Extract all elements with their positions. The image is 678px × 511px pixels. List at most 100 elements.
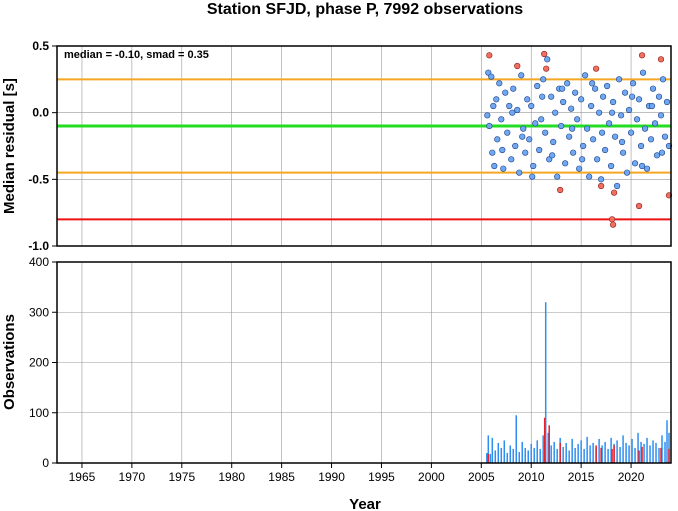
- scatter-point: [532, 120, 539, 127]
- scatter-point: [570, 149, 577, 156]
- scatter-point: [649, 85, 657, 92]
- scatter-point: [655, 93, 663, 100]
- bottom-y-tick-label: 200: [29, 356, 49, 370]
- scatter-point: [564, 80, 571, 87]
- x-tick-label: 2005: [468, 470, 495, 484]
- scatter-point: [542, 129, 549, 136]
- observation-bar: [553, 441, 555, 463]
- x-tick-label: 1985: [268, 470, 295, 484]
- observation-bar: [625, 442, 627, 463]
- bottom-y-tick-label: 0: [42, 456, 49, 470]
- scatter-point: [657, 112, 665, 119]
- scatter-point: [552, 109, 559, 116]
- scatter-point: [596, 109, 603, 116]
- scatter-point: [544, 56, 551, 63]
- scatter-point: [628, 93, 636, 100]
- bottom-bars: [486, 302, 670, 463]
- scatter-point: [540, 76, 547, 83]
- observation-bar: [500, 447, 503, 463]
- scatter-point: [584, 125, 591, 132]
- observation-bar: [616, 440, 618, 463]
- observation-bar: [640, 441, 642, 463]
- scatter-point: [579, 156, 586, 163]
- scatter-point: [524, 96, 531, 103]
- scatter-point: [613, 182, 621, 190]
- scatter-point: [651, 120, 659, 127]
- outlier-point: [541, 50, 548, 58]
- scatter-point: [598, 176, 605, 183]
- scatter-point: [560, 98, 567, 106]
- scatter-point: [599, 129, 606, 136]
- observation-bar: [533, 447, 535, 463]
- scatter-point: [648, 102, 656, 110]
- scatter-point: [611, 133, 619, 140]
- top-grid: [57, 45, 671, 247]
- scatter-point: [490, 102, 497, 110]
- observation-bar: [494, 450, 497, 463]
- scatter-point: [604, 82, 611, 90]
- observation-bar: [542, 435, 544, 463]
- observation-bar: [497, 442, 500, 463]
- scatter-point: [519, 133, 526, 140]
- scatter-point: [536, 146, 543, 154]
- scatter-point: [580, 142, 587, 150]
- bottom-y-ticks: 400 300 200 100 0: [29, 255, 57, 470]
- scatter-point: [600, 93, 607, 100]
- x-tick-label: 2010: [518, 470, 545, 484]
- observation-bar: [565, 442, 567, 463]
- outlier-point: [635, 202, 643, 210]
- scatter-point: [516, 169, 523, 176]
- scatter-point: [629, 80, 637, 87]
- outlier-point: [638, 52, 646, 59]
- top-y-axis-label: Median residual [s]: [1, 78, 18, 214]
- top-y-tick-label: 0.0: [32, 106, 49, 120]
- observation-bar: [568, 450, 570, 463]
- scatter-point: [566, 133, 573, 140]
- observation-bar: [518, 451, 520, 463]
- observation-bar: [509, 445, 512, 463]
- scatter-point: [498, 116, 505, 123]
- top-plot-frame: [56, 45, 672, 247]
- bottom-y-tick-label: 300: [29, 305, 49, 319]
- scatter-point: [578, 96, 585, 103]
- observation-bar: [550, 445, 552, 463]
- observation-bar: [610, 437, 612, 463]
- observation-bar: [619, 446, 621, 463]
- observation-bar: [521, 441, 523, 463]
- scatter-point: [609, 98, 617, 106]
- outlier-bar: [487, 453, 490, 463]
- observation-bar: [649, 445, 651, 463]
- scatter-point: [633, 116, 641, 123]
- observation-bar: [486, 452, 488, 463]
- scatter-point: [499, 146, 506, 154]
- scatter-point: [606, 120, 613, 127]
- outlier-point: [557, 186, 564, 194]
- observation-bar: [506, 452, 509, 463]
- scatter-point: [589, 80, 596, 87]
- outlier-bar: [600, 447, 602, 463]
- scatter-point: [661, 133, 669, 140]
- top-y-ticks: 0.5 0.0 -0.5 -1.0: [28, 39, 57, 253]
- outlier-point: [543, 65, 550, 72]
- outlier-bar: [595, 445, 597, 463]
- scatter-point: [514, 106, 521, 114]
- scatter-point: [618, 138, 626, 146]
- scatter-point: [534, 82, 541, 90]
- scatter-point: [658, 149, 666, 156]
- observation-bar: [503, 440, 506, 463]
- scatter-point: [627, 129, 635, 136]
- bottom-y-axis-label: Observations: [1, 314, 18, 410]
- scatter-point: [512, 142, 519, 150]
- x-tick-label: 1965: [69, 470, 96, 484]
- observation-bar: [601, 445, 603, 463]
- scatter-point: [623, 169, 631, 176]
- observation-bar: [668, 432, 670, 463]
- scatter-point: [489, 149, 496, 156]
- stats-annotation: median = -0.10, smad = 0.35: [64, 49, 209, 61]
- observation-bar: [547, 432, 549, 463]
- scatter-point: [488, 73, 495, 80]
- observation-bar: [604, 441, 606, 463]
- scatter-point: [500, 165, 507, 172]
- scatter-point: [639, 69, 647, 76]
